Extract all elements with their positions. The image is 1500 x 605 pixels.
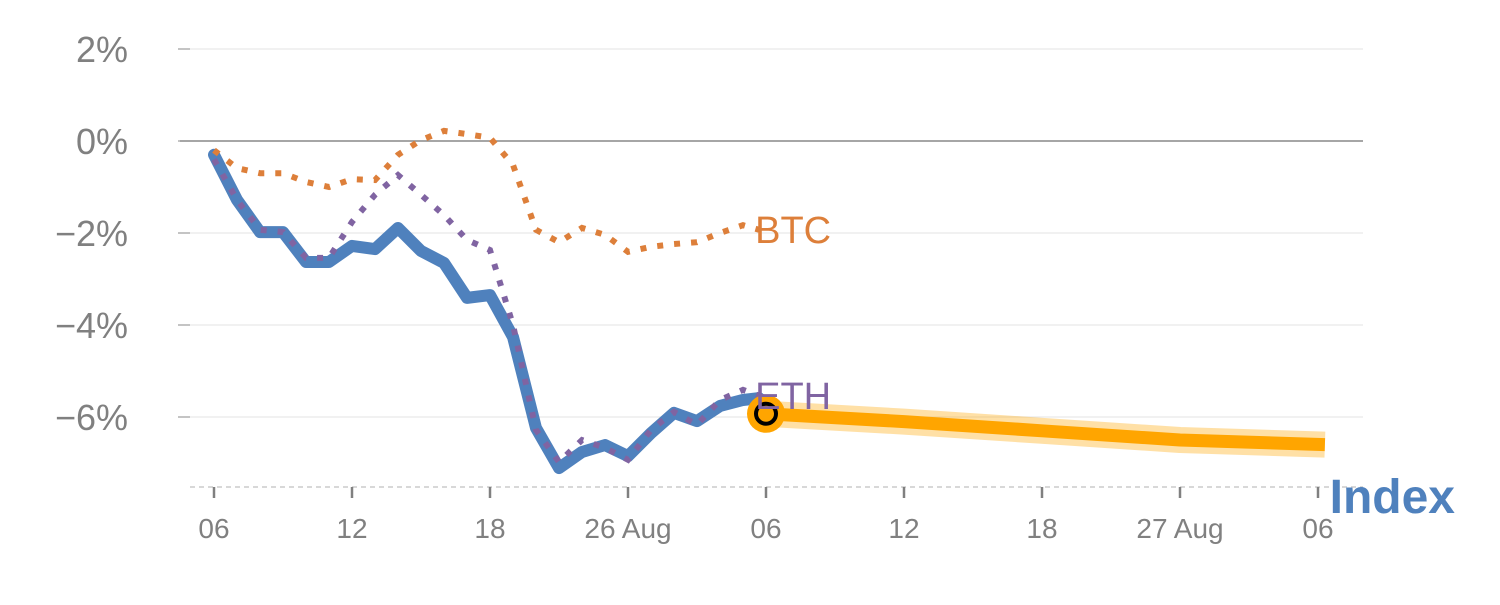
y-tick-label: 2% [76, 29, 128, 70]
x-tick-label: 06 [198, 513, 229, 544]
btc-line [212, 127, 760, 256]
eth-series-label: ETH [755, 376, 831, 418]
index-line [208, 148, 766, 475]
forecast-line [765, 407, 1326, 452]
y-tick-label: −6% [55, 397, 128, 438]
x-tick-label: 12 [336, 513, 367, 544]
x-tick-label: 12 [888, 513, 919, 544]
current-point-ring [754, 401, 778, 426]
x-tick-label: 18 [1026, 513, 1057, 544]
y-tick-label: 0% [76, 121, 128, 162]
x-tick-label: 18 [474, 513, 505, 544]
x-tick-label: 06 [750, 513, 781, 544]
x-tick-label: 06 [1302, 513, 1333, 544]
y-tick-label: −4% [55, 305, 128, 346]
y-tick-label: −2% [55, 213, 128, 254]
x-tick-label: 26 Aug [584, 513, 671, 544]
chart-title: Index [1330, 471, 1456, 524]
btc-series-label: BTC [755, 210, 831, 252]
eth-line [211, 157, 761, 467]
current-point-marker [747, 394, 785, 433]
x-tick-label: 27 Aug [1136, 513, 1223, 544]
